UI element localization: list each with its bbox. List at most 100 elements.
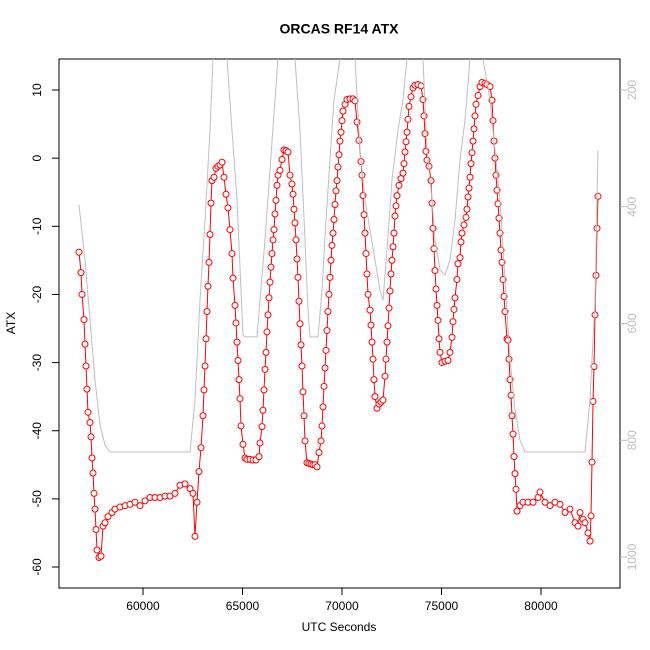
data-point xyxy=(463,205,471,213)
data-point xyxy=(466,173,474,181)
data-point xyxy=(430,245,438,253)
data-point xyxy=(586,537,594,545)
data-point xyxy=(261,365,269,373)
y2-tick-label: 200 xyxy=(625,80,639,100)
data-point xyxy=(270,226,278,234)
data-point xyxy=(81,340,89,348)
data-point xyxy=(361,229,369,237)
data-point xyxy=(313,463,321,471)
data-point xyxy=(328,241,336,249)
data-point xyxy=(429,224,437,232)
data-point xyxy=(193,498,201,506)
data-point xyxy=(239,440,247,448)
data-point xyxy=(288,180,296,188)
data-point xyxy=(471,112,479,120)
data-point xyxy=(462,213,470,221)
data-point xyxy=(486,83,494,91)
y2-tick-label: 400 xyxy=(625,196,639,216)
data-point xyxy=(387,270,395,278)
data-point xyxy=(329,229,337,237)
data-point xyxy=(510,453,518,461)
x-tick-label: 80000 xyxy=(524,599,558,613)
data-point xyxy=(366,306,374,314)
data-point xyxy=(384,322,392,330)
data-point xyxy=(226,226,234,234)
data-point xyxy=(91,505,99,513)
data-point xyxy=(260,386,268,394)
data-point xyxy=(497,246,505,254)
data-point xyxy=(236,395,244,403)
data-point xyxy=(495,214,503,222)
data-point xyxy=(297,341,305,349)
data-point xyxy=(385,304,393,312)
data-point xyxy=(256,439,264,447)
data-point xyxy=(546,502,554,510)
data-point xyxy=(326,273,334,281)
data-point xyxy=(454,260,462,268)
data-point xyxy=(457,238,465,246)
data-point xyxy=(286,171,294,179)
y-tick-label: 0 xyxy=(30,154,44,161)
data-point xyxy=(237,422,245,430)
data-point xyxy=(136,502,144,510)
plot-area xyxy=(75,59,602,561)
data-point xyxy=(379,396,387,404)
y-tick-label: -50 xyxy=(30,490,44,508)
data-point xyxy=(294,273,302,281)
data-point xyxy=(391,212,399,220)
data-point xyxy=(271,210,279,218)
data-point xyxy=(395,181,403,189)
y-tick-label: -30 xyxy=(30,354,44,372)
data-point xyxy=(83,385,91,393)
data-point xyxy=(360,211,368,219)
data-point xyxy=(191,532,199,540)
data-point xyxy=(319,403,327,411)
x-tick-label: 75000 xyxy=(425,599,459,613)
data-point xyxy=(584,529,592,537)
data-point xyxy=(220,173,228,181)
y2-tick-label: 600 xyxy=(625,313,639,333)
data-point xyxy=(513,507,521,515)
data-point xyxy=(327,256,335,264)
data-point xyxy=(317,437,325,445)
data-point xyxy=(403,128,411,136)
data-point xyxy=(131,498,139,506)
data-point xyxy=(404,115,412,123)
data-point xyxy=(431,267,439,275)
data-point xyxy=(258,423,266,431)
data-point xyxy=(259,406,267,414)
data-point xyxy=(320,382,328,390)
data-point xyxy=(556,500,564,508)
data-point xyxy=(318,422,326,430)
data-point xyxy=(295,297,303,305)
data-point xyxy=(417,82,425,90)
data-point xyxy=(392,202,400,210)
data-point xyxy=(581,519,589,527)
data-point xyxy=(82,362,90,370)
data-point xyxy=(362,250,370,258)
data-point xyxy=(203,307,211,315)
x-tick-label: 65000 xyxy=(226,599,260,613)
data-point xyxy=(456,254,464,262)
data-point xyxy=(255,453,263,461)
data-point xyxy=(420,112,428,120)
data-point xyxy=(370,376,378,384)
data-point xyxy=(104,513,112,521)
data-point xyxy=(407,93,415,101)
data-point xyxy=(333,177,341,185)
data-point xyxy=(93,546,101,554)
y-tick-label: -40 xyxy=(30,422,44,440)
data-point xyxy=(232,319,240,327)
data-point xyxy=(207,199,215,207)
data-point xyxy=(291,219,299,227)
y-tick-label: -20 xyxy=(30,285,44,303)
data-point xyxy=(444,357,452,365)
data-point xyxy=(224,204,232,212)
data-point xyxy=(383,338,391,346)
data-point xyxy=(210,173,218,181)
data-point xyxy=(381,372,389,380)
data-point xyxy=(382,355,390,363)
data-point xyxy=(390,229,398,237)
data-point xyxy=(77,269,85,277)
